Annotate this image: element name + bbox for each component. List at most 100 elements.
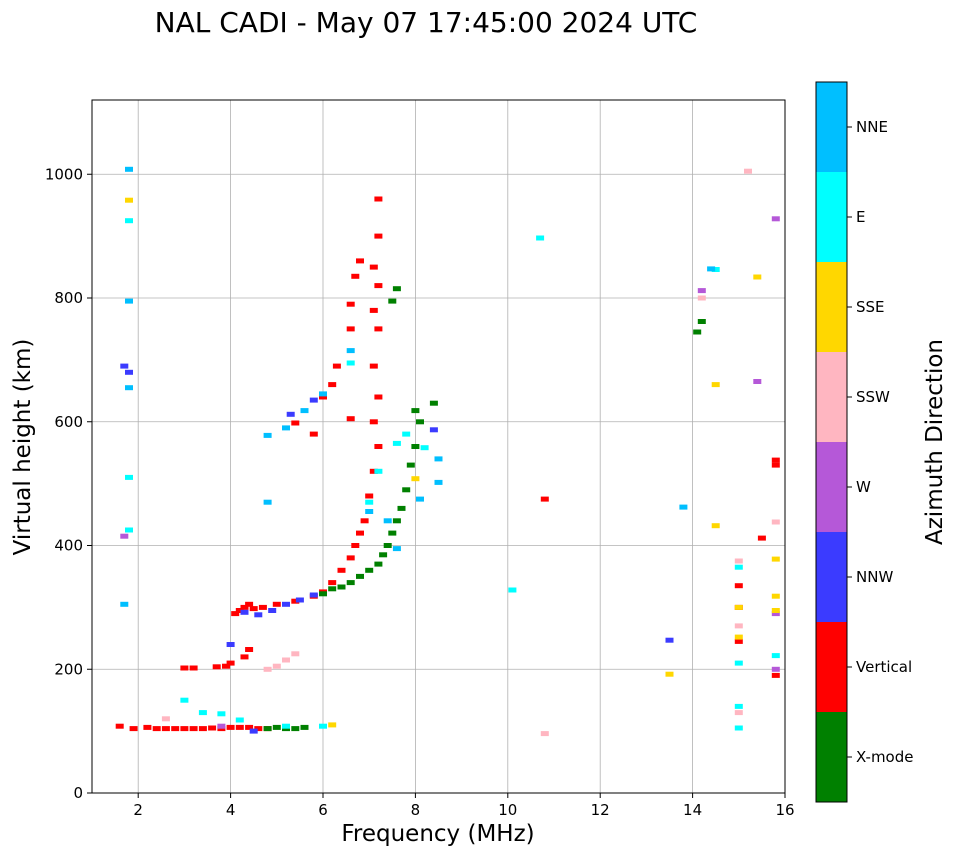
data-point-nne [125,385,133,391]
data-point-ssw [161,716,170,722]
data-point-vertical [337,567,346,573]
data-point-sse [771,593,780,599]
data-point-vertical [771,457,780,463]
data-point-x-mode [379,552,388,558]
data-point-vertical [309,431,318,437]
y-tick-label: 400 [54,537,83,555]
data-point-vertical [226,660,235,666]
data-point-vertical [757,535,766,541]
y-tick-label: 200 [54,660,83,678]
data-point-x-mode [392,518,401,524]
data-point-nnw [309,397,318,403]
data-point-e [508,587,517,593]
data-point-x-mode [300,724,309,730]
data-point-w [771,216,780,222]
data-point-e [365,499,374,505]
colorbar-segment-sse [816,262,847,352]
x-axis-label: Frequency (MHz) [341,821,534,847]
data-point-vertical [771,462,780,468]
data-point-nne [434,479,443,485]
data-point-vertical [328,580,337,586]
data-point-x-mode [697,319,706,324]
data-point-nnw [125,369,133,375]
data-point-w [217,723,226,729]
data-point-ssw [744,168,752,174]
data-point-nne [365,509,374,514]
data-point-x-mode [291,726,300,732]
data-points [115,166,780,737]
data-point-ssw [272,663,281,669]
data-point-x-mode [693,329,702,335]
data-point-w [120,533,129,539]
colorbar-tick-label: X-mode [856,748,913,766]
data-point-nne [392,546,401,552]
data-point-nnw [282,601,290,607]
data-point-vertical [374,326,383,332]
data-point-sse [125,197,133,203]
data-point-vertical [189,665,198,671]
data-point-ssw [540,731,549,737]
colorbar-segment-vertical [816,622,847,712]
y-tick-label: 800 [54,289,83,307]
data-point-nnw [665,637,674,643]
data-point-ssw [697,295,706,301]
colorbar-segment-x-mode [816,712,847,802]
data-point-e [374,468,383,474]
x-tick-label: 4 [226,801,236,819]
data-point-e [180,697,189,703]
data-point-vertical [374,444,383,449]
data-point-vertical [245,601,254,607]
colorbar-tick-label: SSE [856,298,885,316]
data-point-vertical [369,468,378,474]
data-point-vertical [351,273,360,279]
data-point-nnw [295,597,304,603]
data-point-vertical [365,493,374,499]
data-point-nne [383,518,392,524]
data-point-sse [753,274,762,280]
data-point-x-mode [356,573,364,579]
data-point-sse [665,671,674,677]
colorbar-segment-w [816,442,847,532]
data-point-vertical [540,496,549,502]
data-point-e [536,235,545,241]
data-point-vertical [171,726,180,732]
data-point-ssw [263,666,272,672]
data-point-e [420,445,429,451]
data-point-x-mode [402,487,411,493]
data-point-nne [346,348,355,354]
data-point-e [771,653,780,659]
colorbar-segment-nne [816,82,847,172]
y-tick-label: 1000 [45,165,83,183]
data-point-vertical [254,726,263,732]
data-point-e [711,267,720,272]
y-tick-label: 600 [54,413,83,431]
data-point-e [125,218,133,224]
data-point-x-mode [337,584,346,590]
data-point-x-mode [374,561,383,567]
data-point-sse [734,604,743,610]
colorbar: X-mode Vertical NNW W SSW SSE E NNE [815,81,913,803]
data-point-vertical [291,420,300,426]
x-tick-label: 12 [591,801,610,819]
data-point-vertical [180,665,189,671]
data-point-x-mode [346,580,355,586]
data-point-nne [416,496,424,502]
data-point-nne [120,601,129,607]
data-point-vertical [374,233,383,239]
data-point-nnw [254,612,263,618]
y-axis-label: Virtual height (km) [10,339,36,556]
data-point-sse [328,722,337,728]
data-point-nne [263,432,272,438]
data-point-nnw [309,592,318,598]
data-point-vertical [319,394,327,400]
colorbar-segment-e [816,172,847,262]
data-point-x-mode [328,586,337,592]
data-point-vertical [180,726,189,732]
data-point-e [734,564,743,570]
plot-frame [91,99,786,794]
data-point-nne [125,166,133,172]
data-point-vertical [351,543,360,548]
data-point-vertical [356,530,364,536]
data-point-vertical [369,419,378,425]
